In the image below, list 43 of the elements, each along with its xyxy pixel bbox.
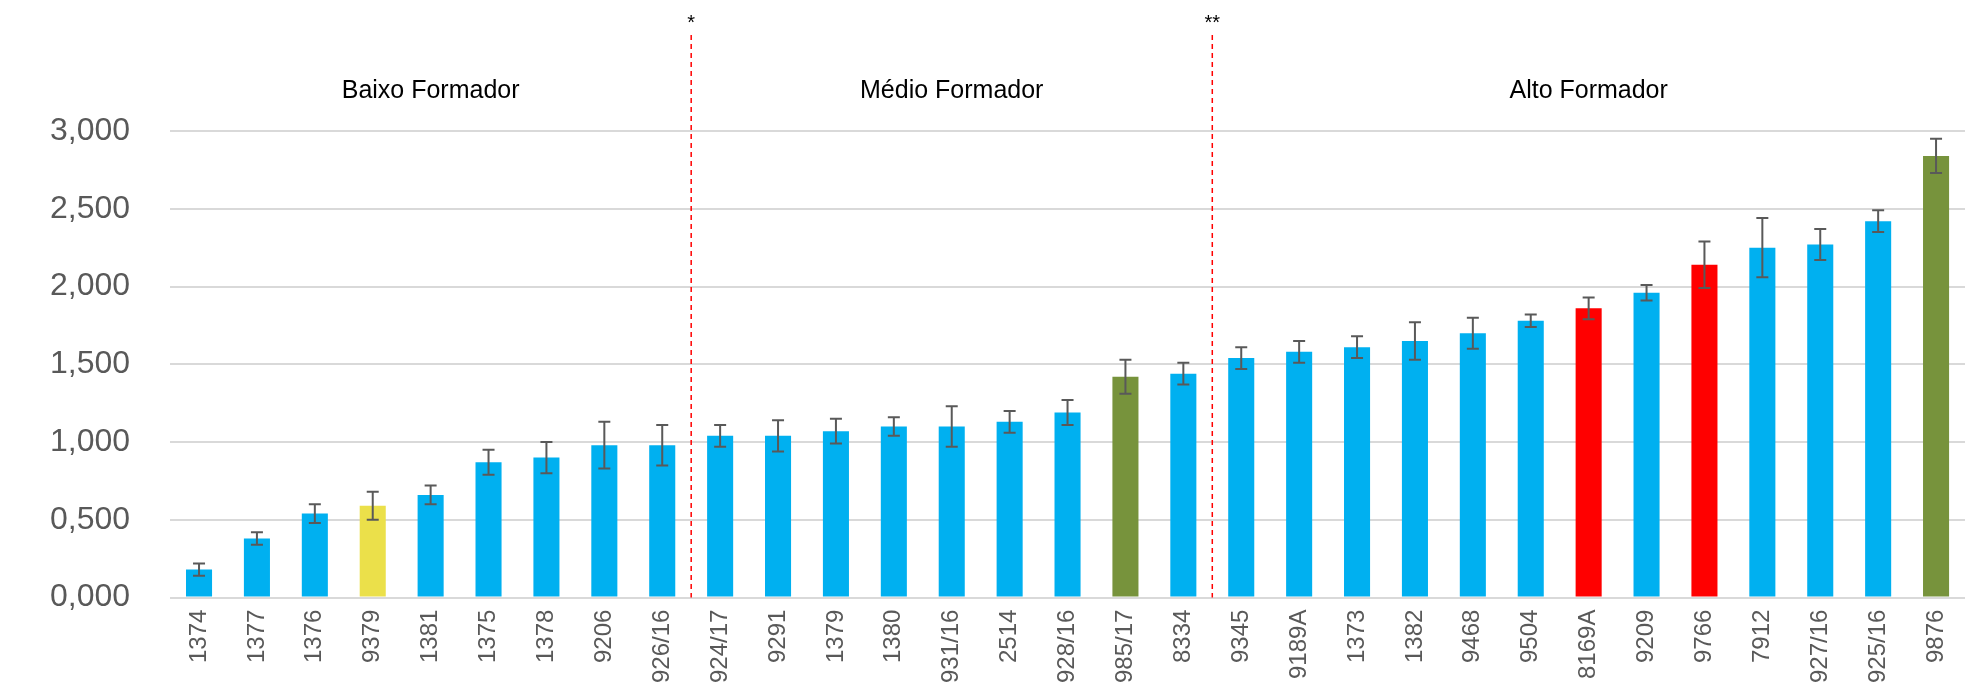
x-tick-label: 1375 [473,609,501,663]
x-tick-label: 7912 [1746,609,1774,663]
x-tick-label: 927/16 [1804,609,1832,683]
x-tick-label: 9379 [357,609,385,663]
x-tick-label: 1376 [299,609,327,663]
x-tick-label: 9189A [1283,609,1311,679]
x-tick-label: 2514 [994,609,1022,663]
x-tick-label: 985/17 [1110,609,1138,683]
x-tick-label: 926/16 [646,609,674,683]
x-tick-label: 9876 [1920,609,1948,663]
x-tick-label: 1380 [878,609,906,663]
x-tick-label: 1381 [415,609,443,663]
text: Médio Formador [860,74,1044,103]
y-tick-label: 3,000 [50,110,131,147]
x-tick-label: 925/16 [1862,609,1890,683]
x-tick-label: 9468 [1457,609,1485,663]
text: ** [1204,10,1221,33]
x-tick-label: 9206 [588,609,616,663]
text: Baixo Formador [341,74,520,103]
x-tick-label: 9209 [1631,609,1659,663]
y-tick-label: 2,000 [50,266,131,303]
x-tick-label: 8334 [1167,609,1195,663]
x-tick-label: 931/16 [936,609,964,683]
text: Alto Formador [1509,74,1668,103]
x-tick-label: 9291 [762,609,790,663]
x-tick-label: 9345 [1225,609,1253,663]
x-tick-label: 8169A [1573,609,1601,679]
y-tick-label: 0,000 [50,577,131,614]
x-tick-label: 1382 [1399,609,1427,663]
y-tick-label: 1,500 [50,344,131,381]
x-tick-label: 1374 [183,609,211,663]
x-tick-label: 924/17 [704,609,732,683]
x-tick-label: 9766 [1689,609,1717,663]
x-tick-label: 1378 [531,609,559,663]
x-tick-label: 1377 [241,609,269,663]
x-tick-label: 1379 [820,609,848,663]
y-tick-label: 2,500 [50,188,131,225]
y-tick-label: 1,000 [50,421,131,458]
y-tick-label: 0,500 [50,499,131,536]
x-tick-label: 928/16 [1052,609,1080,683]
x-tick-label: 9504 [1515,609,1543,663]
x-tick-label: 1373 [1341,609,1369,663]
text: * [687,10,696,33]
